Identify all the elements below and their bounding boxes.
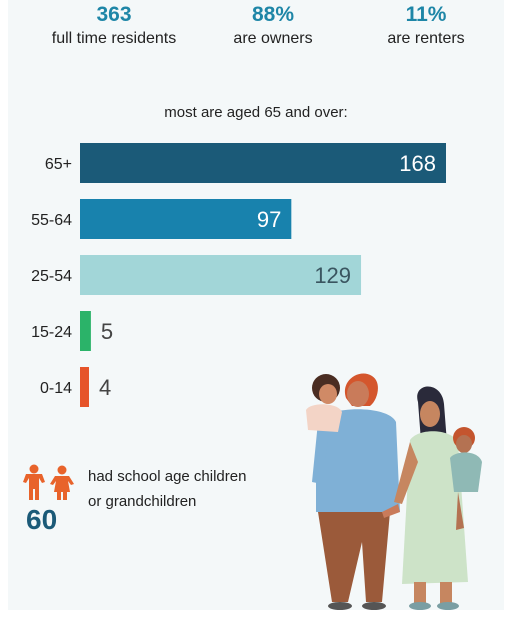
stat-label: are owners [233, 30, 313, 47]
category-label: 55-64 [31, 212, 72, 229]
bar-65+ [80, 143, 446, 183]
bar-value-label: 129 [314, 263, 351, 288]
stat-residents: 363 full time residents [33, 2, 195, 50]
bar-value-label: 4 [99, 375, 111, 400]
infographic-panel: 363 full time residents 88% are owners 1… [8, 0, 504, 610]
category-label: 0-14 [40, 380, 72, 397]
bar-value-label: 97 [257, 207, 281, 232]
bar-25-54 [80, 255, 362, 295]
category-label: 65+ [45, 156, 72, 173]
children-icon [23, 464, 74, 500]
stat-label: are renters [387, 30, 465, 47]
stat-renters: 11% are renters [366, 2, 486, 50]
children-count: 60 [26, 504, 58, 535]
bar-value-label: 168 [399, 151, 436, 176]
family-illustration [306, 373, 482, 610]
chart-title: most are aged 65 and over: [164, 104, 348, 121]
bar-0-14 [80, 367, 89, 407]
bar-15-24 [80, 311, 91, 351]
stat-value: 363 [96, 3, 132, 26]
stat-owners: 88% are owners [218, 2, 328, 50]
stat-label: full time residents [51, 30, 177, 47]
age-bar-chart: 65+ 168 55-64 97 25-54 129 15-24 5 0-14 4 [31, 143, 446, 407]
category-label: 15-24 [31, 324, 72, 341]
stat-value: 88% [251, 3, 295, 26]
children-text: had school age children or grandchildren [88, 468, 247, 510]
bar-55-64 [80, 199, 292, 239]
bar-value-label: 5 [101, 319, 113, 344]
stat-value: 11% [405, 3, 447, 26]
category-label: 25-54 [31, 268, 72, 285]
